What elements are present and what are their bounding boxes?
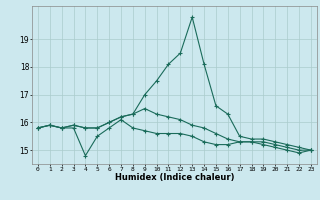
X-axis label: Humidex (Indice chaleur): Humidex (Indice chaleur) bbox=[115, 173, 234, 182]
